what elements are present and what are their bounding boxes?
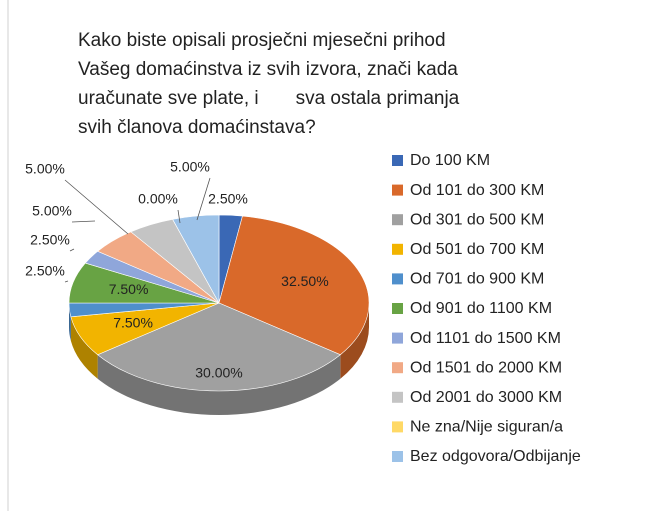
pie-slice <box>218 215 370 356</box>
legend-swatch <box>392 184 403 196</box>
data-label: 32.50% <box>281 273 328 289</box>
legend-label: Od 701 do 900 KM <box>410 271 544 288</box>
leader-line <box>69 248 75 252</box>
chart-title: Kako biste opisali prosječni mjesečni pr… <box>78 30 446 51</box>
legend-label: Od 901 do 1100 KM <box>410 300 552 317</box>
data-label: 5.00% <box>25 161 65 177</box>
legend-swatch <box>392 421 403 433</box>
legend-label: Bez odgovora/Odbijanje <box>410 448 581 465</box>
legend-swatch <box>392 362 403 374</box>
legend-swatch <box>392 303 403 314</box>
leader-line <box>64 280 69 283</box>
chart-title: svih članova domaćinstava? <box>78 117 316 138</box>
leader-line <box>71 220 96 223</box>
pie-side <box>70 316 98 379</box>
legend-label: Od 501 do 700 KM <box>410 241 544 258</box>
chart-title: Vašeg domaćinstva iz svih izvora, znači … <box>78 59 458 80</box>
legend-swatch <box>392 332 403 344</box>
leader-line <box>196 177 211 221</box>
pie-side <box>97 354 341 416</box>
legend-label: Od 1501 do 2000 KM <box>410 359 562 376</box>
legend-swatch <box>392 451 403 462</box>
data-label: 7.50% <box>109 281 149 297</box>
legend-label: Do 100 KM <box>410 152 490 169</box>
legend-swatch <box>392 391 403 403</box>
legend-swatch <box>392 243 403 255</box>
data-label: 2.50% <box>208 191 248 207</box>
legend-label: Od 1101 do 1500 KM <box>410 330 561 347</box>
legend-label: Od 301 do 500 KM <box>410 211 544 228</box>
pie-slice <box>97 302 341 392</box>
data-label: 7.50% <box>113 315 153 331</box>
legend-label: Od 2001 do 3000 KM <box>410 389 562 406</box>
data-label: 2.50% <box>25 263 65 279</box>
leader-line <box>64 179 129 235</box>
legend-label: Od 101 do 300 KM <box>410 182 544 199</box>
data-label: 30.00% <box>195 364 242 380</box>
chart-title: uračunate sve plate, i sva ostala priman… <box>78 88 460 109</box>
pie-side <box>69 303 71 341</box>
legend-label: Ne zna/Nije siguran/a <box>410 419 563 436</box>
legend-swatch <box>392 214 403 226</box>
data-label: 5.00% <box>170 159 210 175</box>
data-label: 2.50% <box>30 232 70 248</box>
data-label: 5.00% <box>32 203 72 219</box>
legend-swatch <box>392 155 403 166</box>
legend-swatch <box>392 273 403 285</box>
data-label: 0.00% <box>138 191 178 207</box>
pie-slice <box>172 214 220 305</box>
leader-line <box>177 209 181 224</box>
